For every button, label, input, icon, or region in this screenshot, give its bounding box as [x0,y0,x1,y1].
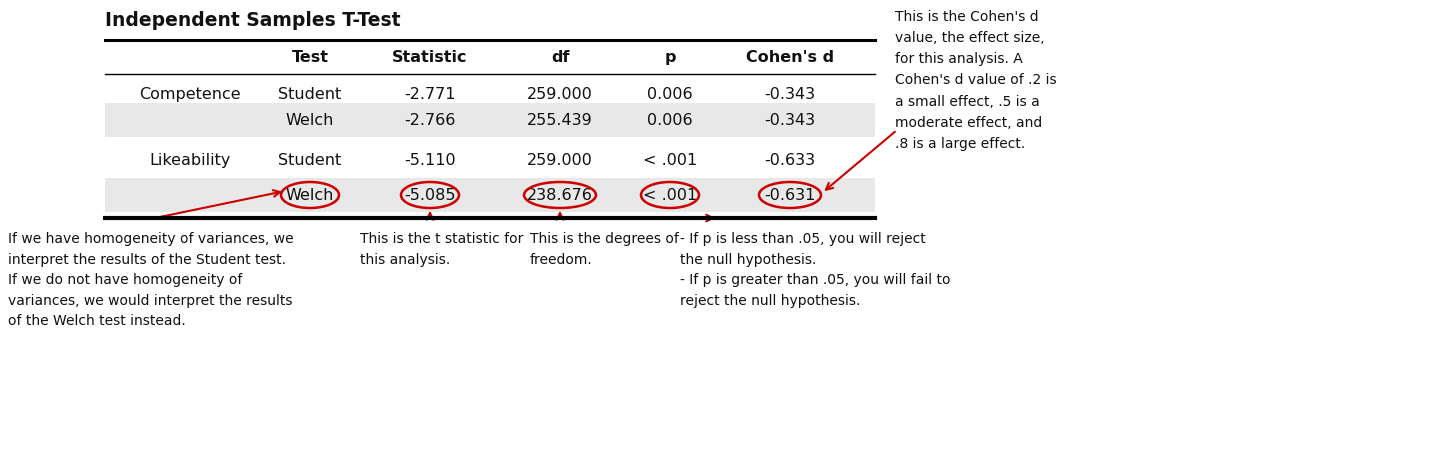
Text: 259.000: 259.000 [528,152,593,167]
Text: This is the t statistic for
this analysis.: This is the t statistic for this analysi… [360,232,523,266]
Text: This is the Cohen's d
value, the effect size,
for this analysis. A
Cohen's d val: This is the Cohen's d value, the effect … [895,10,1057,151]
Text: < .001: < .001 [644,188,698,203]
Text: p: p [665,49,676,64]
Text: 0.006: 0.006 [648,86,692,102]
Text: Cohen's d: Cohen's d [746,49,834,64]
Text: Statistic: Statistic [392,49,468,64]
Text: - If p is less than .05, you will reject
the null hypothesis.
- If p is greater : - If p is less than .05, you will reject… [681,232,951,308]
Text: < .001: < .001 [644,152,698,167]
Text: 0.006: 0.006 [648,112,692,127]
Text: 255.439: 255.439 [528,112,593,127]
Text: Welch: Welch [286,112,335,127]
Text: df: df [551,49,569,64]
Text: If we have homogeneity of variances, we
interpret the results of the Student tes: If we have homogeneity of variances, we … [9,232,293,329]
Text: -5.110: -5.110 [405,152,456,167]
Text: -0.343: -0.343 [765,112,815,127]
Text: Likeability: Likeability [149,152,230,167]
Text: -0.343: -0.343 [765,86,815,102]
Text: -0.633: -0.633 [765,152,815,167]
Text: -5.085: -5.085 [405,188,456,203]
Text: Student: Student [279,86,342,102]
Text: -2.766: -2.766 [405,112,456,127]
Text: -2.771: -2.771 [405,86,456,102]
Text: Test: Test [292,49,329,64]
Bar [104,178,875,212]
Text: Welch: Welch [286,188,335,203]
Text: This is the degrees of
freedom.: This is the degrees of freedom. [531,232,679,266]
Text: -0.631: -0.631 [764,188,815,203]
Text: Student: Student [279,152,342,167]
Text: Competence: Competence [139,86,240,102]
Text: 259.000: 259.000 [528,86,593,102]
Text: 238.676: 238.676 [528,188,593,203]
Bar [104,103,875,137]
Text: Independent Samples T-Test: Independent Samples T-Test [104,10,400,30]
